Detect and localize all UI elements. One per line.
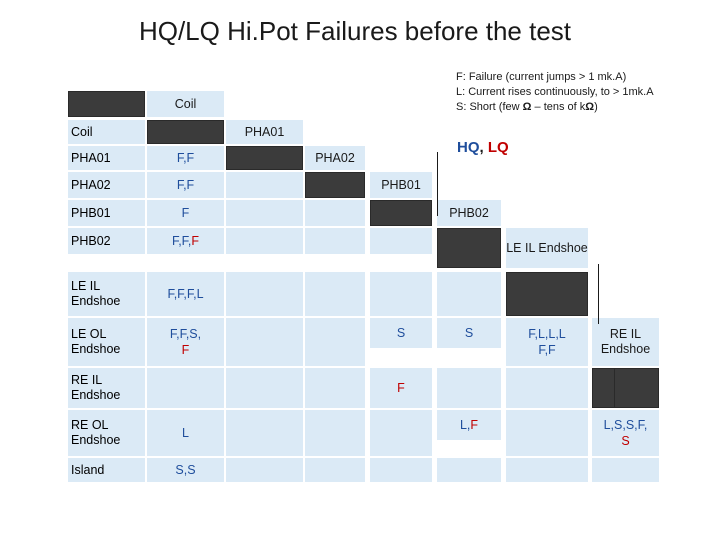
cell-phb02: F,F, F: [147, 228, 224, 254]
column-header-phb01: PHB01: [370, 172, 432, 198]
corner-cell: [68, 91, 145, 117]
empty-cell: [226, 458, 303, 482]
cell-le-ol-le-il: F,L,L,L F,F: [506, 318, 588, 366]
cell-le-ol-phb02: S: [437, 318, 501, 348]
empty-cell: [437, 458, 501, 482]
slide-title: HQ/LQ Hi.Pot Failures before the test: [138, 16, 572, 46]
empty-cell: [370, 458, 432, 482]
empty-cell: [226, 172, 303, 198]
cell-re-ol-phb02: L,F: [437, 410, 501, 440]
cell-le-ol-endshoe: F,F,S, F: [147, 318, 224, 366]
diag-cell: [506, 272, 588, 316]
empty-cell: [437, 368, 501, 408]
omega-symbol: Ω: [585, 101, 595, 113]
cell-phb01: F: [147, 200, 224, 226]
diag-cell: [614, 368, 659, 408]
empty-cell: [226, 200, 303, 226]
empty-cell: [226, 318, 303, 366]
empty-cell: [370, 410, 432, 456]
empty-cell: [305, 410, 365, 456]
column-header-pha01: PHA01: [226, 120, 303, 144]
empty-cell: [506, 410, 588, 456]
hq-lq-key: HQ, LQ: [457, 139, 509, 156]
empty-cell: [370, 228, 432, 254]
column-header-le-il-endshoe: LE IL Endshoe: [506, 228, 588, 268]
empty-cell: [305, 318, 365, 366]
row-label-phb02: PHB02: [68, 228, 145, 254]
legend-current-rise: L: Current rises continuously, to > 1mk.…: [456, 86, 654, 98]
row-label-island: Island: [68, 458, 145, 482]
column-header-phb02: PHB02: [437, 200, 501, 226]
empty-cell: [437, 272, 501, 316]
empty-cell: [226, 272, 303, 316]
cell-island: S,S: [147, 458, 224, 482]
row-label-le-ol-endshoe: LE OL Endshoe: [68, 318, 145, 366]
cell-re-il-phb01: F: [370, 368, 432, 408]
row-label-pha01: PHA01: [68, 146, 145, 170]
empty-cell: [226, 368, 303, 408]
cell-le-ol-phb01: S: [370, 318, 432, 348]
empty-cell: [305, 228, 365, 254]
empty-cell: [305, 272, 365, 316]
diag-cell: [226, 146, 303, 170]
empty-cell: [506, 458, 588, 482]
row-label-pha02: PHA02: [68, 172, 145, 198]
row-label-phb01: PHB01: [68, 200, 145, 226]
row-label-le-il-endshoe: LE IL Endshoe: [68, 272, 145, 316]
cell-re-ol-endshoe: L: [147, 410, 224, 456]
cell-re-ol-re-il: L,S,S,F, S: [592, 410, 659, 456]
column-header-pha02: PHA02: [305, 146, 365, 170]
empty-cell: [370, 272, 432, 316]
empty-cell: [305, 458, 365, 482]
empty-cell: [226, 228, 303, 254]
column-header-re-il-endshoe: RE IL Endshoe: [592, 318, 659, 366]
diag-cell: [370, 200, 432, 226]
diag-cell: [437, 228, 501, 268]
divider-line: [598, 264, 599, 324]
cell-pha01: F,F: [147, 146, 224, 170]
row-label-re-ol-endshoe: RE OL Endshoe: [68, 410, 145, 456]
row-header-label: Coil: [68, 120, 145, 144]
cell-le-il-endshoe: F,F,F,L: [147, 272, 224, 316]
omega-symbol: Ω: [522, 101, 532, 113]
diag-cell: [305, 172, 365, 198]
empty-cell: [592, 458, 659, 482]
empty-cell: [147, 368, 224, 408]
header-dark-cell: [147, 120, 224, 144]
column-group-header: Coil: [147, 91, 224, 117]
legend-failure: F: Failure (current jumps > 1 mk.A): [456, 71, 627, 83]
empty-cell: [506, 368, 588, 408]
empty-cell: [305, 200, 365, 226]
empty-cell: [305, 368, 365, 408]
legend: F: Failure (current jumps > 1 mk.A) L: C…: [456, 70, 654, 115]
empty-cell: [226, 410, 303, 456]
divider-line: [437, 152, 438, 216]
cell-pha02: F,F: [147, 172, 224, 198]
row-label-re-il-endshoe: RE IL Endshoe: [68, 368, 145, 408]
legend-short: S: Short (few Ω – tens of kΩ): [456, 101, 598, 113]
